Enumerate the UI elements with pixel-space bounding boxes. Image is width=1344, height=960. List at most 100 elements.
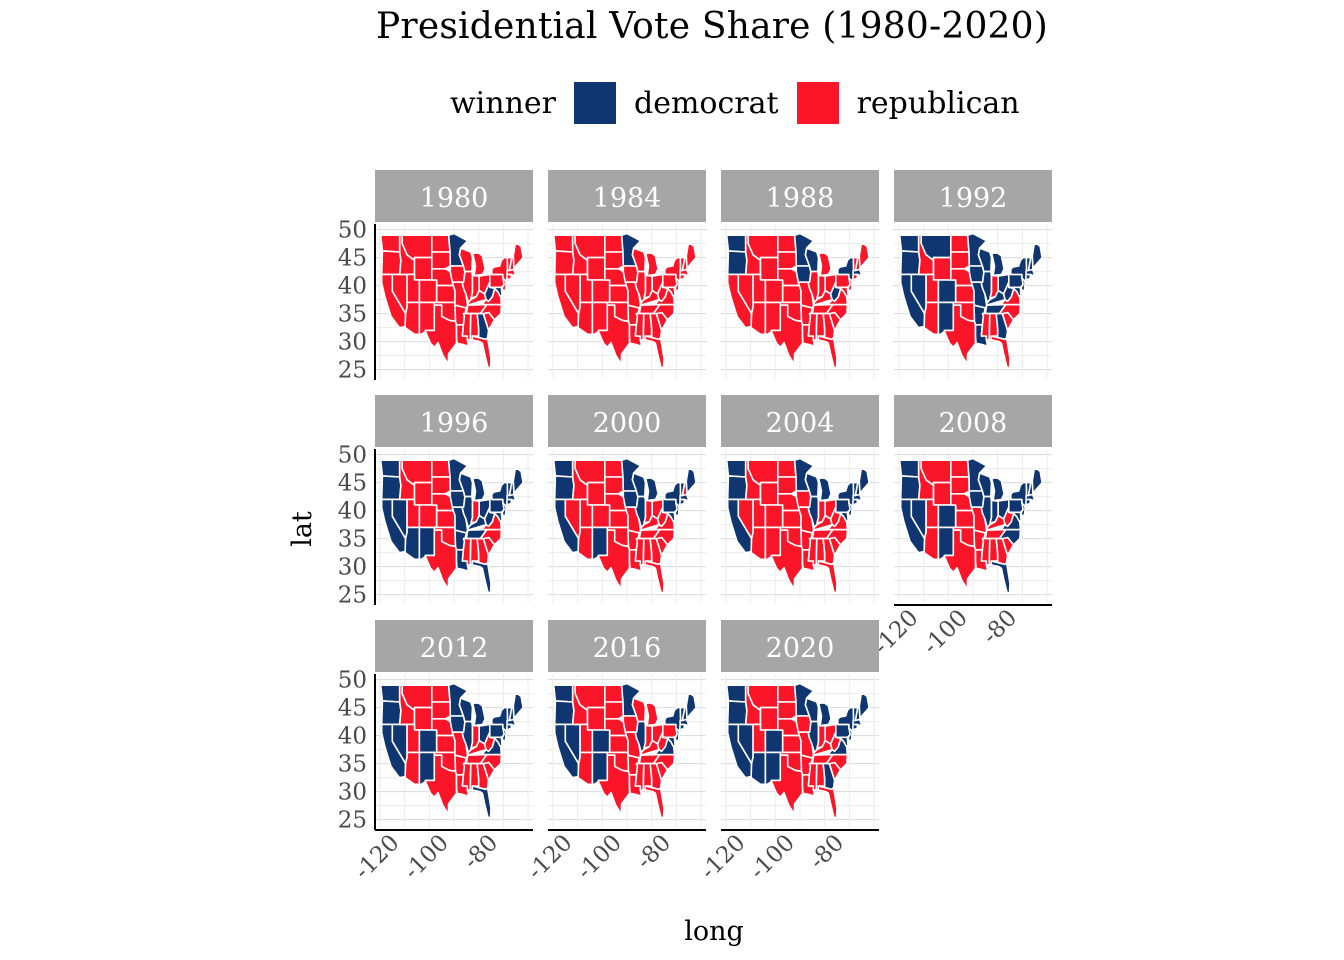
state-ND bbox=[776, 459, 797, 478]
state-ME bbox=[685, 468, 697, 495]
y-tick-label: 50 bbox=[338, 668, 367, 694]
state-WA bbox=[552, 234, 574, 253]
facet-strip-label: 2016 bbox=[593, 633, 662, 664]
y-tick-label: 35 bbox=[338, 302, 367, 328]
facet-strip-label: 2012 bbox=[420, 633, 489, 664]
state-NM bbox=[418, 301, 436, 336]
facet-strip bbox=[375, 170, 533, 222]
state-PA bbox=[661, 722, 678, 739]
state-ME bbox=[858, 243, 870, 270]
state-MI bbox=[817, 477, 832, 502]
state-NM bbox=[418, 751, 436, 786]
facet-strip-label: 2008 bbox=[939, 408, 1008, 439]
state-OR bbox=[726, 475, 748, 501]
state-shapes bbox=[725, 682, 870, 820]
state-OR bbox=[726, 700, 748, 726]
state-OR bbox=[726, 250, 748, 276]
state-FL bbox=[817, 560, 838, 595]
x-tick-label: -80 bbox=[459, 830, 504, 875]
state-shapes bbox=[379, 682, 524, 820]
state-PA bbox=[488, 497, 505, 514]
y-tick-label: 45 bbox=[338, 471, 367, 497]
state-SD bbox=[430, 251, 452, 270]
state-OR bbox=[380, 700, 402, 726]
state-TX bbox=[770, 529, 804, 590]
state-AZ bbox=[750, 526, 767, 561]
state-AZ bbox=[577, 301, 594, 336]
state-TX bbox=[597, 304, 631, 365]
state-AZ bbox=[923, 526, 940, 561]
x-tick-label: -120 bbox=[696, 830, 751, 885]
state-CO bbox=[591, 279, 611, 304]
x-tick-label: -80 bbox=[978, 605, 1023, 650]
state-CO bbox=[937, 279, 957, 304]
state-MS bbox=[634, 762, 645, 792]
x-tick-label: -120 bbox=[523, 830, 578, 885]
state-TX bbox=[424, 304, 458, 365]
state-AZ bbox=[404, 751, 421, 786]
panel-1984: 1984 bbox=[548, 170, 706, 378]
state-MI bbox=[990, 252, 1005, 277]
state-ND bbox=[776, 684, 797, 703]
state-CO bbox=[764, 729, 784, 754]
state-ME bbox=[512, 243, 524, 270]
legend: winner democrat republican bbox=[450, 80, 1038, 126]
state-MS bbox=[807, 762, 818, 792]
legend-entry-democrat: democrat bbox=[574, 82, 779, 124]
state-AZ bbox=[577, 751, 594, 786]
state-PA bbox=[661, 272, 678, 289]
y-tick-label: 30 bbox=[338, 780, 367, 806]
state-PA bbox=[661, 497, 678, 514]
facet-strip bbox=[548, 620, 706, 672]
state-MI bbox=[644, 252, 659, 277]
state-AZ bbox=[404, 526, 421, 561]
facet-strip bbox=[375, 395, 533, 447]
y-tick-label: 50 bbox=[338, 218, 367, 244]
state-TX bbox=[424, 754, 458, 815]
y-tick-label: 30 bbox=[338, 330, 367, 356]
state-ND bbox=[949, 234, 970, 253]
state-CO bbox=[764, 504, 784, 529]
state-WA bbox=[379, 684, 401, 703]
panel-2008: 2008-120-100 -80 bbox=[869, 395, 1052, 660]
state-WY bbox=[759, 256, 779, 281]
state-WY bbox=[413, 481, 433, 506]
y-tick-label: 45 bbox=[338, 246, 367, 272]
state-OR bbox=[553, 700, 575, 726]
state-shapes bbox=[552, 232, 697, 370]
chart-title: Presidential Vote Share (1980-2020) bbox=[376, 6, 1048, 47]
state-SD bbox=[430, 476, 452, 495]
state-ME bbox=[685, 693, 697, 720]
facet-strip-label: 1996 bbox=[420, 408, 489, 439]
state-WA bbox=[379, 459, 401, 478]
state-TX bbox=[770, 304, 804, 365]
state-MS bbox=[634, 312, 645, 342]
legend-entry-republican: republican bbox=[796, 82, 1020, 124]
panel-2000: 2000 bbox=[548, 395, 706, 603]
state-SD bbox=[603, 476, 625, 495]
y-tick-label: 50 bbox=[338, 443, 367, 469]
state-ND bbox=[603, 459, 624, 478]
state-IA bbox=[622, 490, 639, 509]
facet-strip bbox=[721, 620, 879, 672]
state-WA bbox=[379, 234, 401, 253]
state-WY bbox=[586, 256, 606, 281]
state-ND bbox=[949, 459, 970, 478]
facet-strip-label: 1992 bbox=[939, 183, 1008, 214]
state-NM bbox=[764, 526, 782, 561]
state-MS bbox=[461, 537, 472, 567]
state-shapes bbox=[898, 457, 1043, 595]
state-IA bbox=[968, 490, 985, 509]
state-OR bbox=[553, 475, 575, 501]
state-AZ bbox=[750, 751, 767, 786]
state-KS bbox=[608, 734, 629, 754]
state-KS bbox=[608, 509, 629, 529]
state-SD bbox=[949, 476, 971, 495]
state-MS bbox=[807, 312, 818, 342]
facet-strip bbox=[721, 170, 879, 222]
state-PA bbox=[1007, 497, 1024, 514]
state-MS bbox=[461, 312, 472, 342]
facet-strip-label: 1984 bbox=[593, 183, 662, 214]
facet-strip bbox=[548, 170, 706, 222]
